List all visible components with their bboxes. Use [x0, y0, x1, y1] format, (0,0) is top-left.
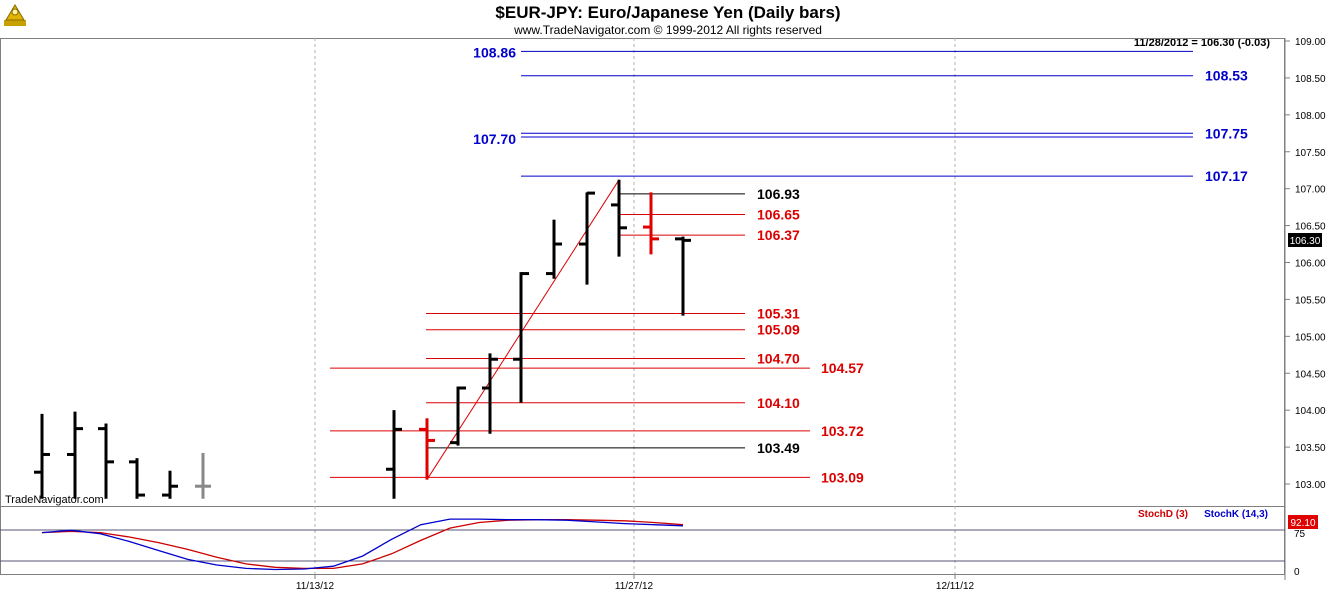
fib-level-label: 104.57: [821, 360, 864, 376]
fib-level-label: 107.70: [473, 131, 516, 147]
ohlc-bars: [34, 179, 691, 499]
fib-level-label: 106.93: [757, 186, 800, 202]
ohlc-bar: [513, 272, 529, 403]
ohlc-bar: [546, 219, 562, 279]
fib-level-label: 108.53: [1205, 68, 1248, 84]
price-tick-label: 106.00: [1295, 259, 1326, 270]
fib-level-label: 107.17: [1205, 168, 1248, 184]
indicator-value-tag-text: 92.10: [1290, 518, 1315, 529]
last-price-tag-text: 106.30: [1290, 236, 1321, 247]
ohlc-bar: [611, 179, 627, 257]
price-tick-label: 107.50: [1295, 148, 1326, 159]
ohlc-bar: [675, 236, 691, 316]
ohlc-bar: [419, 418, 435, 480]
date-axis: 11/13/12 11/27/12 12/11/12: [296, 574, 975, 592]
price-tick-label: 108.50: [1295, 74, 1326, 85]
indicator-grid: [0, 529, 1285, 562]
date-tick-label: 11/13/12: [296, 581, 335, 592]
ohlc-bar: [129, 458, 145, 499]
price-tick-label: 106.50: [1295, 222, 1326, 233]
price-tick-label: 108.00: [1295, 111, 1326, 122]
fib-level-label: 103.09: [821, 469, 864, 485]
ohlc-bar: [195, 452, 211, 499]
price-panel-frame: [0, 38, 1285, 507]
fib-level-label: 108.86: [473, 44, 516, 60]
ohlc-bar: [579, 191, 595, 285]
trade-navigator-logo-icon: [4, 4, 26, 26]
watermark: TradeNavigator.com: [5, 494, 104, 506]
indicator-tick-0: 0: [1294, 567, 1300, 578]
ohlc-bar: [482, 353, 498, 434]
stochastic-indicator: [41, 518, 684, 571]
fib-level-label: 106.65: [757, 207, 800, 223]
ohlc-bar: [386, 410, 402, 499]
price-tick-label: 105.50: [1295, 295, 1326, 306]
price-tick-label: 103.50: [1295, 443, 1326, 454]
price-tick-label: 107.00: [1295, 185, 1326, 196]
price-tick-label: 104.50: [1295, 369, 1326, 380]
fib-level-label: 104.70: [757, 350, 800, 366]
fib-level-label: 105.09: [757, 322, 800, 338]
fib-level-label: 103.49: [757, 440, 800, 456]
fib-level-label: 106.37: [757, 227, 800, 243]
price-tick-label: 104.00: [1295, 406, 1326, 417]
price-tick-label: 109.00: [1295, 37, 1326, 48]
stochd-line: [41, 519, 684, 570]
chart-title: $EUR-JPY: Euro/Japanese Yen (Daily bars): [495, 3, 840, 22]
indicator-tick-75: 75: [1294, 529, 1306, 540]
date-grid: [314, 38, 956, 574]
last-quote: 11/28/2012 = 106.30 (-0.03): [1134, 37, 1270, 49]
ohlc-bar: [450, 386, 466, 446]
price-tick-label: 105.00: [1295, 332, 1326, 343]
legend-stochd: StochD (3): [1138, 509, 1188, 520]
legend-stochk: StochK (14,3): [1204, 509, 1268, 520]
last-price-tag: 106.30: [1288, 233, 1322, 247]
ohlc-bar: [643, 192, 659, 255]
copyright-text: www.TradeNavigator.com © 1999-2012 All r…: [513, 23, 822, 37]
indicator-panel-frame: [0, 506, 1285, 575]
indicator-value-tag: 92.10: [1288, 515, 1318, 529]
fib-level-label: 107.75: [1205, 125, 1248, 141]
ohlc-bar: [67, 411, 83, 499]
stochk-line: [41, 518, 684, 571]
price-tick-label: 103.00: [1295, 480, 1326, 491]
price-axis: 103.00 103.50 104.00 104.50 105.00 105.50 106.…: [1285, 37, 1326, 491]
ohlc-bar: [34, 413, 50, 499]
fib-level-label: 103.72: [821, 423, 864, 439]
date-tick-label: 11/27/12: [615, 581, 654, 592]
fib-levels: 108.86 108.53 107.70 107.75 107.17 106.93 106.…: [330, 44, 1248, 485]
ohlc-bar: [98, 423, 114, 499]
fib-level-label: 104.10: [757, 395, 800, 411]
fib-level-label: 105.31: [757, 305, 800, 321]
ohlc-bar: [162, 470, 178, 499]
date-tick-label: 12/11/12: [936, 581, 975, 592]
